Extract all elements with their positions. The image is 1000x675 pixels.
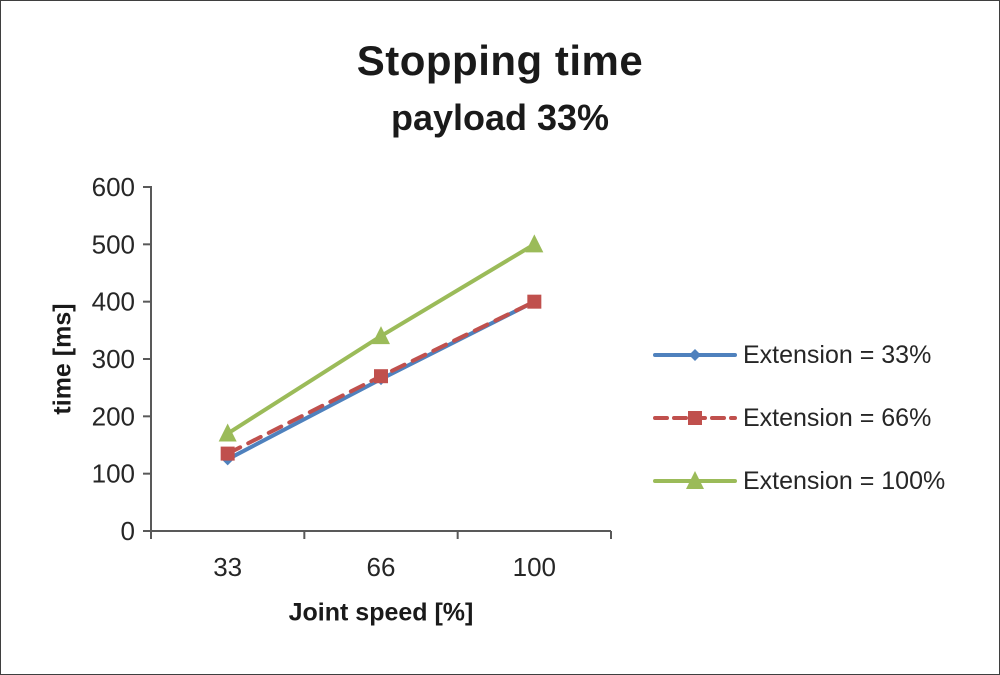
legend-item: Extension = 100% (653, 464, 945, 498)
chart-title: Stopping time (356, 37, 644, 84)
y-tick-label: 500 (92, 229, 135, 259)
legend-line-sample (653, 411, 737, 425)
y-tick-label: 400 (92, 287, 135, 317)
y-tick-label: 100 (92, 459, 135, 489)
y-tick-label: 0 (121, 516, 135, 546)
legend-label: Extension = 100% (743, 466, 946, 495)
legend-label: Extension = 66% (743, 403, 932, 432)
legend-line-sample (653, 471, 737, 489)
legend-line-sample (653, 349, 737, 361)
x-tick-label: 100 (513, 552, 556, 582)
y-tick-label: 300 (92, 344, 135, 374)
x-tick-label: 66 (367, 552, 396, 582)
legend-item: Extension = 66% (653, 401, 945, 435)
x-axis-title: Joint speed [%] (288, 598, 474, 627)
y-tick-label: 600 (92, 172, 135, 202)
chart-subtitle: payload 33% (390, 97, 610, 138)
legend-label: Extension = 33% (743, 340, 932, 369)
y-axis-title: time [ms] (48, 303, 77, 415)
x-tick-label: 33 (213, 552, 242, 582)
y-tick-label: 200 (92, 401, 135, 431)
legend: Extension = 33% Extension = 66% Extensio… (653, 338, 945, 527)
legend-item: Extension = 33% (653, 338, 945, 372)
